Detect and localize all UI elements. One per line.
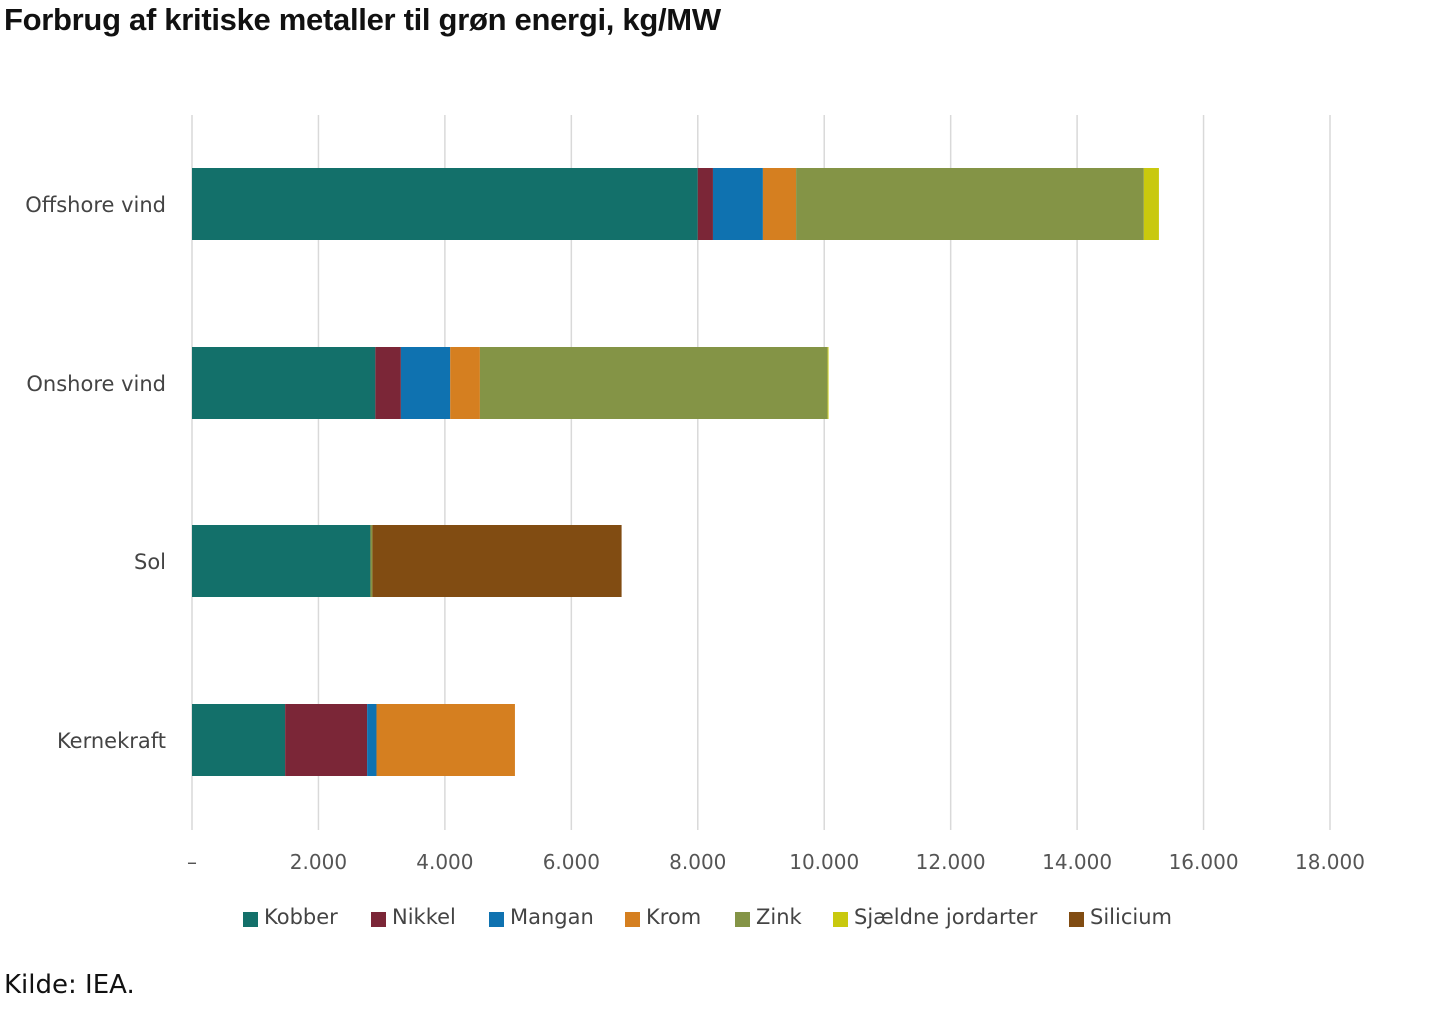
bar-segment: [827, 347, 829, 419]
category-labels: Offshore vind Onshore vind Sol Kernekraft: [25, 193, 166, 753]
chart-title: Forbrug af kritiske metaller til grøn en…: [4, 2, 721, 37]
x-tick-label: 14.000: [1042, 850, 1112, 874]
source-note: Kilde: IEA.: [4, 970, 135, 1000]
category-label: Sol: [134, 550, 166, 574]
bar-segment: [762, 168, 797, 240]
x-tick-label: 18.000: [1295, 850, 1365, 874]
x-tick-label: 6.000: [543, 850, 600, 874]
bar-segment: [285, 704, 368, 776]
x-tick-label: 4.000: [416, 850, 473, 874]
legend-swatch: [833, 912, 848, 927]
bar-segment: [367, 704, 377, 776]
x-tick-label: 12.000: [916, 850, 986, 874]
legend-label: Nikkel: [392, 905, 456, 929]
bar-segment: [697, 168, 713, 240]
legend-swatch: [625, 912, 640, 927]
x-tick-label: –: [187, 850, 197, 874]
legend-swatch: [371, 912, 386, 927]
bar-segment: [192, 347, 376, 419]
legend-label: Kobber: [264, 905, 338, 929]
legend-swatch: [1069, 912, 1084, 927]
legend-swatch: [243, 912, 258, 927]
x-tick-label: 16.000: [1169, 850, 1239, 874]
legend-label: Zink: [756, 905, 803, 929]
category-label: Onshore vind: [26, 372, 166, 396]
x-tick-label: 10.000: [789, 850, 859, 874]
legend-label: Mangan: [510, 905, 594, 929]
bar-segment: [400, 347, 451, 419]
category-label: Offshore vind: [25, 193, 166, 217]
bar-segment: [712, 168, 763, 240]
category-label: Kernekraft: [57, 729, 166, 753]
bar-segment: [450, 347, 480, 419]
legend-label: Sjældne jordarter: [854, 905, 1038, 929]
bar-segment: [192, 525, 371, 597]
x-tick-label: 8.000: [669, 850, 726, 874]
bar-segment: [192, 168, 698, 240]
bar-segment: [376, 704, 515, 776]
legend-swatch: [735, 912, 750, 927]
legend-swatch: [489, 912, 504, 927]
legend-label: Krom: [646, 905, 701, 929]
bar-segment: [192, 704, 286, 776]
bar-segment: [796, 168, 1144, 240]
bar-segment: [370, 525, 373, 597]
bar-segment: [372, 525, 622, 597]
bar-segment: [1143, 168, 1159, 240]
bars: [192, 168, 1159, 776]
bar-segment: [375, 347, 401, 419]
legend: Kobber Nikkel Mangan Krom Zink Sjældne jordar…: [243, 905, 1172, 929]
x-tick-label: 2.000: [290, 850, 347, 874]
bar-segment: [479, 347, 828, 419]
legend-label: Silicium: [1090, 905, 1172, 929]
x-axis-tick-labels: – 2.000 4.000 6.000 8.000 10.000 12.000 14.000 1…: [187, 850, 1365, 874]
